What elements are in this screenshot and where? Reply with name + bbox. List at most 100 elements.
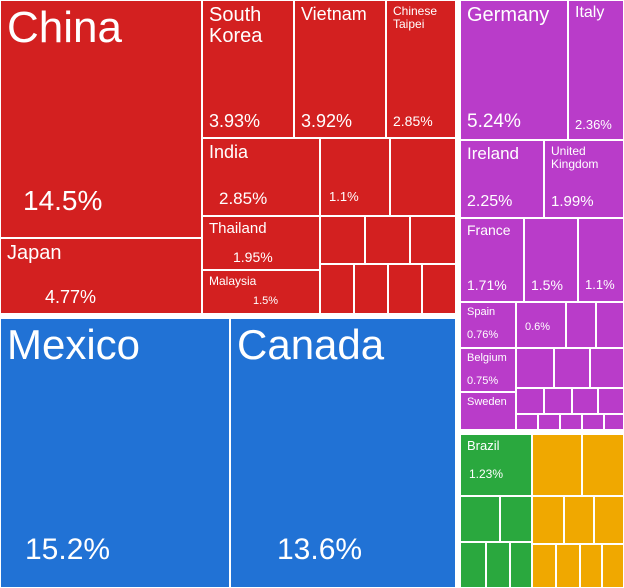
- cell-value: 5.24%: [467, 111, 521, 133]
- treemap-cell-thailand: Thailand 1.95%: [202, 216, 320, 270]
- treemap-cell-brazil: Brazil 1.23%: [460, 434, 532, 496]
- cell-label: United Kingdom: [551, 145, 617, 170]
- treemap-cell-asia-d4: [422, 264, 456, 314]
- treemap-cell-uk: United Kingdom 1.99%: [544, 140, 624, 218]
- cell-label: France: [467, 223, 517, 238]
- treemap-cell-eu-g2: [538, 414, 560, 430]
- cell-label: Vietnam: [301, 5, 379, 24]
- treemap-cell-eu-e1: [516, 348, 554, 388]
- cell-label: Spain: [467, 307, 509, 319]
- treemap-cell-eu-f4: [598, 388, 624, 414]
- cell-label: Brazil: [467, 439, 525, 453]
- treemap-cell-france: France 1.71%: [460, 218, 524, 302]
- treemap-cell-ot-c3: [594, 496, 624, 544]
- treemap-cell-asia-c1: [320, 216, 365, 264]
- treemap-chart: China 14.5% Japan 4.77% South Korea 3.93% Viet…: [0, 0, 624, 588]
- cell-value: 1.99%: [551, 193, 594, 210]
- treemap-cell-ot-b: [582, 434, 624, 496]
- cell-label: Germany: [467, 5, 561, 26]
- treemap-cell-china: China 14.5%: [0, 0, 202, 238]
- cell-value: 2.36%: [575, 117, 612, 132]
- treemap-cell-eu-g4: [582, 414, 604, 430]
- treemap-cell-eu-d1: [566, 302, 596, 348]
- treemap-cell-mexico: Mexico 15.2%: [0, 318, 230, 588]
- treemap-cell-belgium: Belgium 0.75%: [460, 348, 516, 392]
- cell-value: 15.2%: [25, 533, 110, 567]
- treemap-cell-ot-d1: [532, 544, 556, 588]
- treemap-cell-eu-a: 1.5%: [524, 218, 578, 302]
- treemap-cell-asia-b: [390, 138, 456, 216]
- treemap-cell-chinese-taipei: Chinese Taipei 2.85%: [386, 0, 456, 138]
- treemap-cell-ot-d2: [556, 544, 580, 588]
- treemap-cell-japan: Japan 4.77%: [0, 238, 202, 314]
- treemap-cell-ot-a: [532, 434, 582, 496]
- treemap-cell-eu-d2: [596, 302, 624, 348]
- cell-label: Malaysia: [209, 275, 313, 288]
- cell-value: 14.5%: [23, 185, 102, 217]
- treemap-cell-india: India 2.85%: [202, 138, 320, 216]
- cell-label: Ireland: [467, 145, 537, 163]
- treemap-cell-eu-c: 0.6%: [516, 302, 566, 348]
- cell-value: 1.5%: [253, 295, 278, 307]
- treemap-cell-asia-d2: [354, 264, 388, 314]
- treemap-cell-asia-c2: [365, 216, 410, 264]
- treemap-cell-asia-d3: [388, 264, 422, 314]
- cell-value: 13.6%: [277, 533, 362, 567]
- treemap-cell-la-e: [510, 542, 532, 588]
- cell-value: 1.5%: [531, 277, 563, 293]
- cell-value: 2.85%: [219, 189, 267, 209]
- treemap-cell-asia-a: 1.1%: [320, 138, 390, 216]
- treemap-cell-eu-f1: [516, 388, 544, 414]
- cell-value: 1.1%: [329, 189, 359, 204]
- cell-label: Chinese Taipei: [393, 5, 449, 30]
- treemap-cell-eu-b: 1.1%: [578, 218, 624, 302]
- treemap-cell-germany: Germany 5.24%: [460, 0, 568, 140]
- treemap-cell-eu-g3: [560, 414, 582, 430]
- treemap-cell-sweden: Sweden: [460, 392, 516, 430]
- treemap-cell-italy: Italy 2.36%: [568, 0, 624, 140]
- treemap-cell-spain: Spain 0.76%: [460, 302, 516, 348]
- treemap-cell-la-a: [460, 496, 500, 542]
- cell-label: Belgium: [467, 353, 509, 365]
- cell-value: 2.85%: [393, 113, 433, 129]
- cell-value: 1.71%: [467, 277, 507, 293]
- cell-label: Japan: [7, 243, 195, 264]
- cell-value: 0.76%: [467, 329, 498, 341]
- treemap-cell-asia-d1: [320, 264, 354, 314]
- cell-label: Italy: [575, 5, 617, 22]
- cell-value: 1.1%: [585, 277, 615, 292]
- treemap-cell-ireland: Ireland 2.25%: [460, 140, 544, 218]
- treemap-cell-ot-d4: [602, 544, 624, 588]
- treemap-cell-la-b: [500, 496, 532, 542]
- treemap-cell-eu-e3: [590, 348, 624, 388]
- treemap-cell-eu-f3: [572, 388, 598, 414]
- cell-value: 1.23%: [469, 467, 503, 481]
- cell-label: India: [209, 143, 313, 162]
- cell-label: South Korea: [209, 5, 287, 47]
- treemap-cell-ot-c2: [564, 496, 594, 544]
- treemap-cell-malaysia: Malaysia 1.5%: [202, 270, 320, 314]
- treemap-cell-eu-g1: [516, 414, 538, 430]
- cell-label: Mexico: [7, 323, 223, 367]
- treemap-cell-eu-e2: [554, 348, 590, 388]
- treemap-cell-asia-c3: [410, 216, 456, 264]
- cell-value: 1.95%: [233, 249, 273, 265]
- treemap-cell-ot-c1: [532, 496, 564, 544]
- treemap-cell-eu-g5: [604, 414, 624, 430]
- cell-value: 3.93%: [209, 111, 260, 132]
- cell-label: China: [7, 5, 195, 51]
- treemap-cell-la-d: [486, 542, 510, 588]
- cell-label: Sweden: [467, 397, 509, 409]
- cell-value: 0.6%: [525, 321, 550, 333]
- cell-value: 0.75%: [467, 375, 498, 387]
- treemap-cell-ot-d3: [580, 544, 602, 588]
- treemap-cell-eu-f2: [544, 388, 572, 414]
- cell-value: 2.25%: [467, 193, 512, 211]
- treemap-cell-south-korea: South Korea 3.93%: [202, 0, 294, 138]
- cell-value: 3.92%: [301, 111, 352, 132]
- treemap-cell-la-c: [460, 542, 486, 588]
- cell-label: Canada: [237, 323, 449, 367]
- cell-value: 4.77%: [45, 287, 96, 308]
- cell-label: Thailand: [209, 221, 313, 237]
- treemap-cell-vietnam: Vietnam 3.92%: [294, 0, 386, 138]
